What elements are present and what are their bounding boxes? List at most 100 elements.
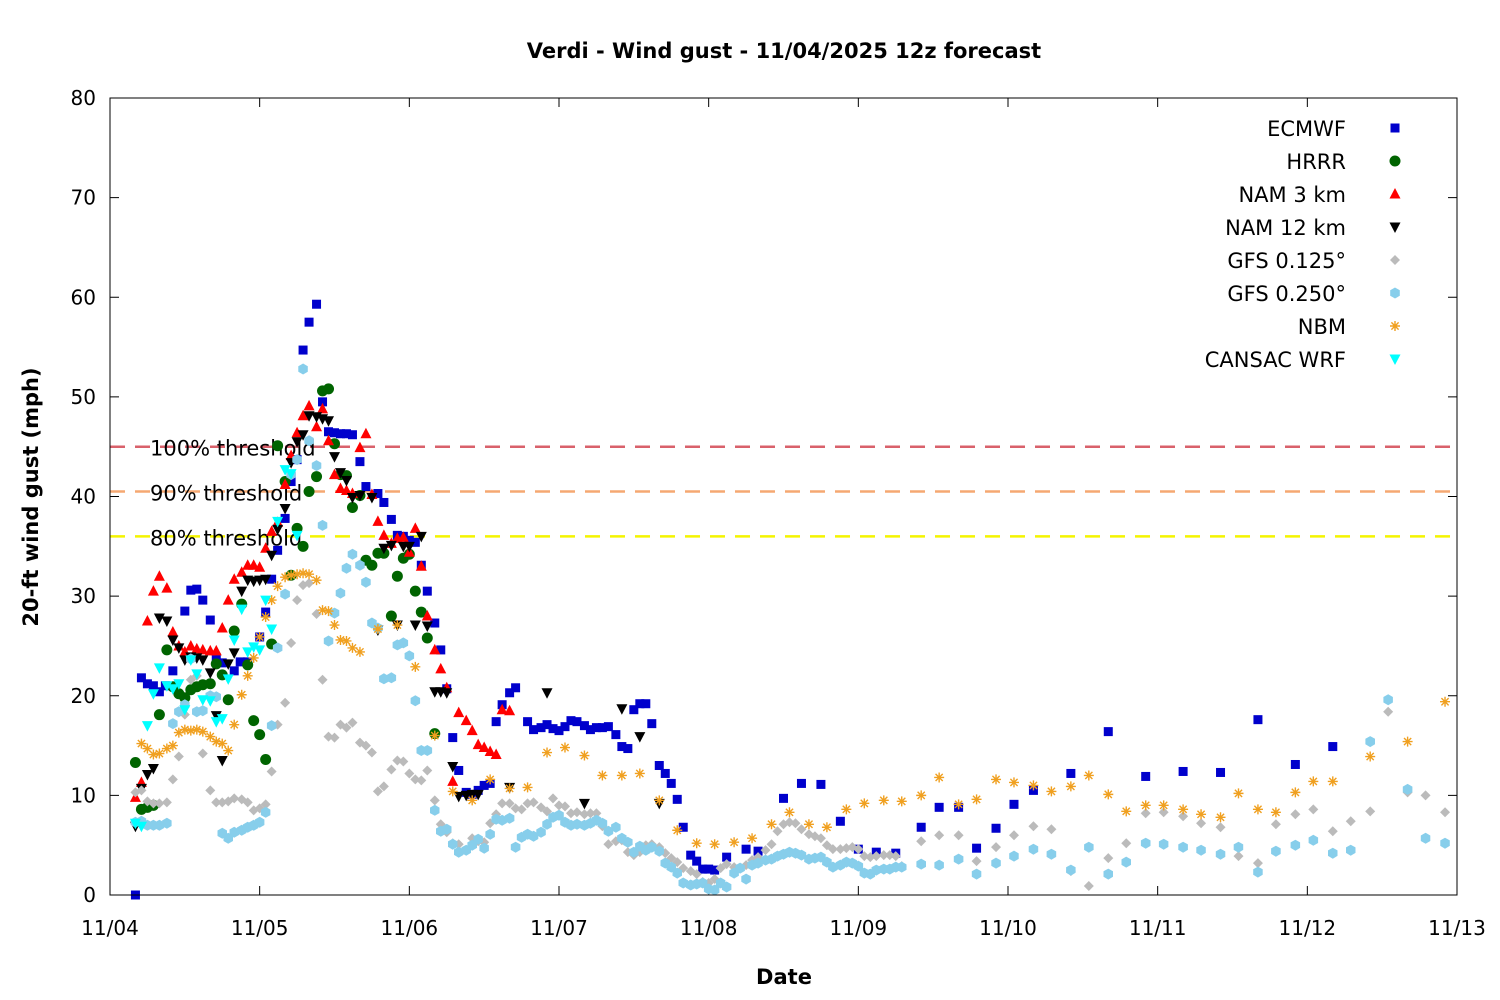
point-nbm <box>205 731 216 742</box>
point-nbm <box>236 689 247 700</box>
point-nbm <box>1065 781 1076 792</box>
point-nam-12-km <box>266 550 278 562</box>
point-nam-12-km <box>403 541 415 553</box>
point-gfs-0-125 <box>721 859 732 870</box>
y-tick-label: 50 <box>71 385 96 409</box>
point-nbm <box>217 738 228 749</box>
point-nam-12-km <box>210 711 222 722</box>
point-ecmwf <box>379 497 389 507</box>
point-hrrr <box>222 694 234 706</box>
point-gfs-0-125 <box>229 793 240 804</box>
point-nam-3-km <box>161 582 173 593</box>
point-ecmwf <box>410 537 420 547</box>
point-nam-12-km <box>447 761 459 773</box>
point-gfs-0-250 <box>355 559 365 571</box>
point-gfs-0-250 <box>672 867 682 879</box>
point-gfs-0-125 <box>1028 821 1039 832</box>
point-gfs-0-125 <box>1383 706 1394 717</box>
point-nbm <box>953 799 964 810</box>
point-gfs-0-125 <box>871 851 882 862</box>
point-cansac-wrf <box>141 721 153 732</box>
point-gfs-0-125 <box>1215 822 1226 833</box>
point-gfs-0-250 <box>1420 832 1431 844</box>
point-ecmwf <box>704 864 714 874</box>
point-gfs-0-125 <box>991 842 1002 853</box>
point-gfs-0-250 <box>341 562 352 574</box>
point-ecmwf <box>404 535 414 545</box>
point-nbm <box>179 724 190 735</box>
point-ecmwf <box>1253 715 1263 725</box>
point-gfs-0-125 <box>934 830 945 841</box>
x-tick-label: 11/04 <box>81 916 139 940</box>
point-ecmwf <box>298 345 308 355</box>
point-nam-3-km <box>167 625 179 637</box>
point-gfs-0-250 <box>654 845 664 857</box>
legend-marker-gfs-0-250 <box>1390 287 1400 299</box>
point-gfs-0-250 <box>454 846 464 858</box>
legend-marker-nam-12-km <box>1389 222 1401 233</box>
point-nbm <box>841 804 852 815</box>
point-cansac-wrf <box>236 604 248 616</box>
point-gfs-0-125 <box>1233 851 1244 862</box>
point-nam-3-km <box>185 639 197 651</box>
point-ecmwf <box>324 427 334 437</box>
point-gfs-0-250 <box>479 842 489 854</box>
point-gfs-0-250 <box>536 826 546 838</box>
point-gfs-0-125 <box>280 697 291 708</box>
y-tick-label: 20 <box>71 684 96 708</box>
point-nbm <box>447 786 458 797</box>
point-nam-12-km <box>153 613 165 625</box>
point-gfs-0-250 <box>311 460 322 472</box>
point-ecmwf <box>660 768 670 778</box>
point-nbm <box>272 581 283 592</box>
point-ecmwf <box>623 744 633 754</box>
point-gfs-0-125 <box>205 785 216 796</box>
point-nbm <box>136 738 147 749</box>
point-nbm <box>372 624 383 635</box>
y-tick-label: 0 <box>83 883 96 907</box>
point-nbm <box>1308 776 1319 787</box>
point-nam-3-km <box>478 741 490 753</box>
point-ecmwf <box>361 482 371 492</box>
point-gfs-0-250 <box>597 817 608 829</box>
point-nbm <box>292 569 303 580</box>
point-nbm <box>597 770 608 781</box>
point-ecmwf <box>554 726 564 736</box>
point-ecmwf <box>422 586 432 596</box>
point-hrrr <box>210 658 222 670</box>
point-gfs-0-250 <box>404 650 415 662</box>
point-gfs-0-125 <box>1103 853 1114 864</box>
point-cansac-wrf <box>173 679 185 690</box>
point-hrrr <box>409 585 421 597</box>
x-tick-label: 11/06 <box>381 916 439 940</box>
point-nam-12-km <box>291 437 303 448</box>
point-ecmwf <box>666 778 676 788</box>
point-ecmwf <box>1141 771 1151 781</box>
point-gfs-0-250 <box>1046 848 1057 860</box>
point-gfs-0-250 <box>510 841 521 853</box>
point-ecmwf <box>585 725 595 735</box>
point-gfs-0-125 <box>211 797 222 808</box>
legend-label-nam-3-km: NAM 3 km <box>1238 183 1346 207</box>
point-ecmwf <box>217 658 227 668</box>
series-ecmwf <box>130 299 1338 900</box>
point-ecmwf <box>972 843 982 853</box>
x-tick-label: 11/11 <box>1129 916 1187 940</box>
legend-label-hrrr: HRRR <box>1286 150 1346 174</box>
point-ecmwf <box>523 717 533 727</box>
point-ecmwf <box>1178 766 1188 776</box>
point-nam-3-km <box>415 560 427 571</box>
point-nam-3-km <box>378 529 390 540</box>
point-ecmwf <box>548 724 558 734</box>
point-cansac-wrf <box>285 469 297 480</box>
point-cansac-wrf <box>197 695 209 706</box>
point-gfs-0-125 <box>691 869 702 880</box>
point-nam-12-km <box>260 574 272 586</box>
point-gfs-0-250 <box>1290 839 1301 851</box>
point-gfs-0-250 <box>329 607 340 619</box>
point-gfs-0-125 <box>516 804 527 815</box>
point-gfs-0-125 <box>1308 804 1319 815</box>
point-nam-3-km <box>297 409 309 421</box>
